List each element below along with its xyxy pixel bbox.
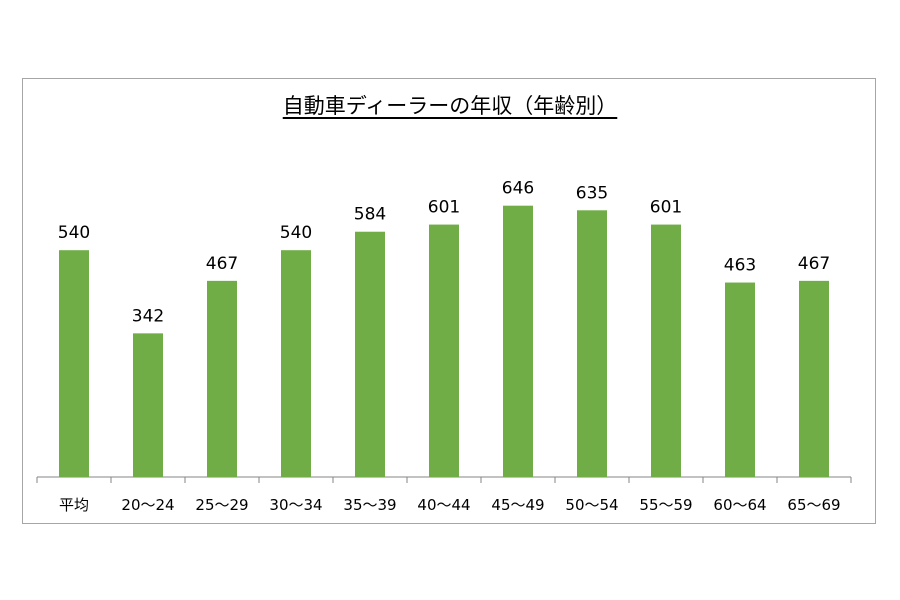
bar [59,250,89,477]
data-label: 467 [206,254,238,274]
bar [503,205,533,477]
x-tick-label: 45〜49 [491,496,544,514]
data-label: 463 [724,256,756,276]
bar [281,250,311,477]
bar [429,224,459,477]
x-tick-label: 40〜44 [417,496,470,514]
data-label: 540 [58,223,90,243]
x-tick-label: 25〜29 [195,496,248,514]
data-label: 584 [354,205,386,225]
bar [651,224,681,477]
chart-frame [22,78,876,524]
bar [133,333,163,477]
data-label: 601 [428,198,460,218]
x-tick-label: 30〜34 [269,496,322,514]
x-tick-label: 平均 [59,496,89,514]
data-label: 601 [650,198,682,218]
data-label: 635 [576,183,608,203]
bar [799,280,829,477]
x-tick-label: 35〜39 [343,496,396,514]
bar [725,282,755,477]
x-tick-label: 55〜59 [639,496,692,514]
data-label: 467 [798,254,830,274]
bar [355,231,385,477]
data-label: 342 [132,306,164,326]
chart-title: 自動車ディーラーの年収（年齢別） [0,90,900,120]
x-tick-label: 50〜54 [565,496,618,514]
data-label: 540 [280,223,312,243]
chart-title-text: 自動車ディーラーの年収（年齢別） [282,94,618,118]
data-label: 646 [502,179,534,199]
bar [207,280,237,477]
x-tick-label: 20〜24 [121,496,174,514]
x-tick-label: 60〜64 [713,496,766,514]
bar [577,210,607,478]
x-tick-label: 65〜69 [787,496,840,514]
